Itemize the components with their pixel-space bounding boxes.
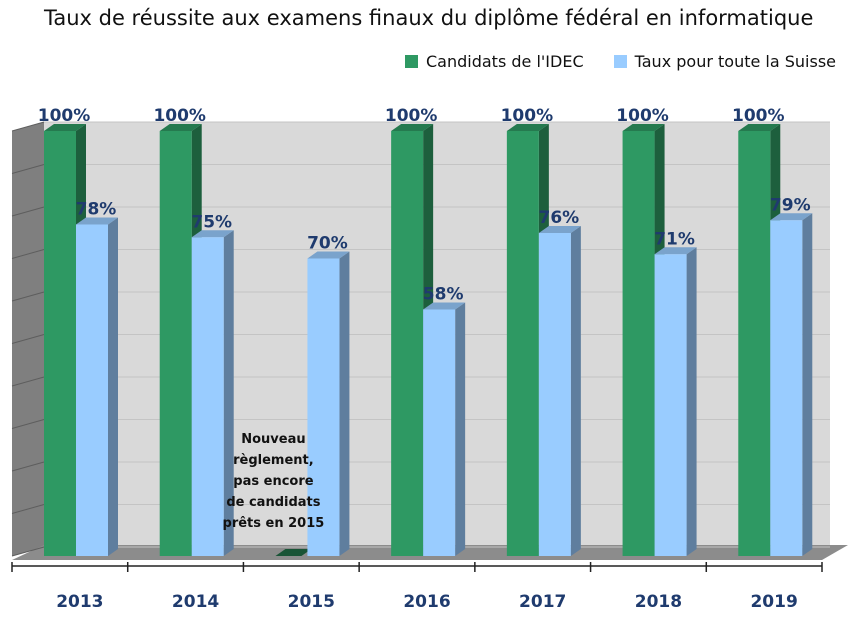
data-label-0-2017: 100% [501,106,554,126]
gridline-side [11,249,45,259]
bar-side-1-2019 [802,213,813,556]
bar-0-2016 [391,131,424,556]
annotation-line: de candidats [226,495,320,510]
gridline-side [11,164,45,174]
bar-top-1-2016 [423,302,466,310]
bar-1-2016 [423,309,456,556]
bar-stub-2015 [275,549,312,556]
x-tick-label-2018: 2018 [635,592,682,612]
bar-0-2014 [159,131,192,556]
x-tick-label-2017: 2017 [519,592,566,612]
bar-0-2013 [44,131,76,556]
bar-side-1-2017 [570,226,581,556]
annotation-note: Nouveau règlement, pas encore de candidats p… [223,432,325,531]
bar-1-2017 [538,233,571,556]
annotation-line: pas encore [233,474,313,489]
annotation-line: Nouveau [241,432,305,447]
bar-top-0-2014 [159,124,202,131]
legend: Candidats de l'IDEC Taux pour toute la S… [405,52,836,71]
bar-0-2019 [738,131,771,556]
bar-top-0-2018 [622,124,665,131]
gridline-side [11,206,45,217]
gridline-side [11,546,45,557]
bar-side-1-2018 [686,247,697,556]
gridline-side [11,334,45,344]
data-label-1-2017: 76% [539,208,580,228]
legend-swatch-idec [405,55,418,68]
bar-top-1-2019 [770,213,813,221]
x-tick-label-2016: 2016 [403,592,450,612]
bar-0-2017 [506,131,539,556]
bar-top-0-2016 [391,124,434,131]
bar-side-1-2014 [223,230,234,556]
bar-0-2018 [622,131,655,556]
bar-side-1-2015 [339,251,350,556]
gridline-side [11,504,45,514]
gridline-side [11,376,45,387]
data-label-0-2014: 100% [153,106,206,126]
legend-label-idec: Candidats de l'IDEC [426,52,584,71]
chart-title: Taux de réussite aux examens finaux du d… [44,6,814,30]
annotation-line: règlement, [233,453,314,468]
bar-1-2018 [654,254,687,556]
bar-side-1-2013 [108,217,118,556]
x-tick-label-2013: 2013 [56,592,103,612]
bar-top-0-2013 [44,124,86,131]
gridline-side [11,419,45,429]
legend-item-suisse: Taux pour toute la Suisse [613,52,836,71]
annotation-line: prêts en 2015 [223,516,325,531]
gridline-side [11,121,45,132]
data-label-1-2013: 78% [76,200,117,220]
data-label-1-2016: 58% [423,285,464,305]
legend-item-idec: Candidats de l'IDEC [405,52,584,71]
legend-label-suisse: Taux pour toute la Suisse [634,52,836,71]
data-label-0-2013: 100% [38,106,91,126]
gridline-side [11,461,45,472]
bar-top-0-2019 [738,124,781,131]
data-label-0-2018: 100% [616,106,669,126]
legend-swatch-suisse [613,55,627,68]
x-tick-label-2014: 2014 [172,592,219,612]
data-label-1-2014: 75% [191,212,232,232]
data-label-0-2016: 100% [385,106,438,126]
bar-top-0-2017 [506,124,549,131]
x-tick-label-2019: 2019 [750,592,797,612]
bar-1-2019 [770,220,803,556]
data-label-1-2019: 79% [770,195,811,215]
bar-top-1-2014 [191,230,234,238]
bar-top-1-2015 [307,251,350,259]
bar-1-2013 [76,224,108,556]
bar-top-1-2017 [538,226,581,233]
x-tick-label-2015: 2015 [288,592,335,612]
bar-top-1-2018 [654,247,697,255]
data-label-0-2019: 100% [732,106,785,126]
data-label-1-2015: 70% [307,234,348,254]
bar-1-2015 [307,258,340,556]
bar-top-1-2013 [76,217,118,225]
gridline-side [11,291,45,302]
bar-side-1-2016 [455,302,466,556]
data-label-1-2018: 71% [654,229,695,249]
bar-1-2014 [191,237,224,556]
